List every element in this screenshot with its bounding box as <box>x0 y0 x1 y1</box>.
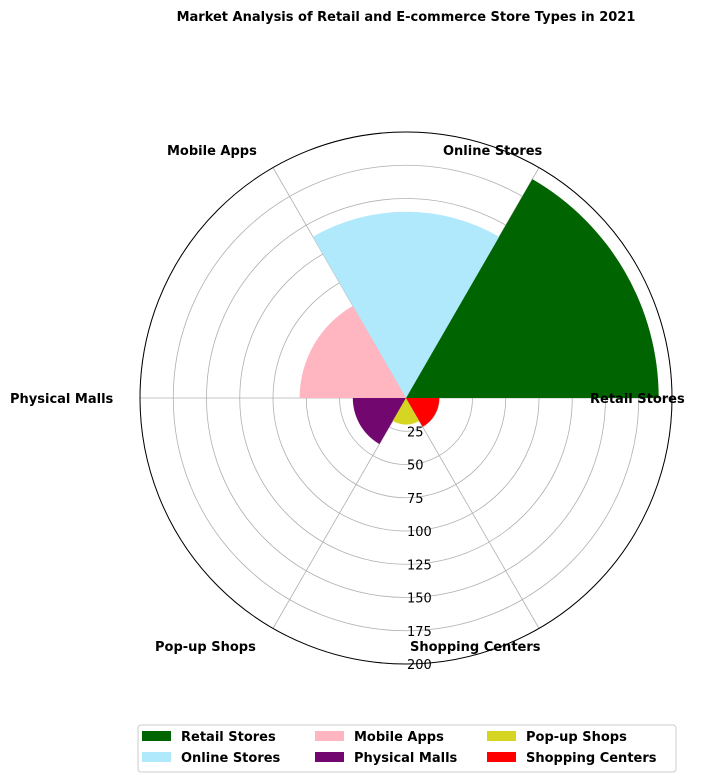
category-label-online-stores: Online Stores <box>443 144 543 159</box>
chart-title: Market Analysis of Retail and E-commerce… <box>177 10 636 25</box>
bar-retail-stores <box>406 179 659 398</box>
radial-tick-labels: 25 50 75 100 125 150 175 200 <box>407 425 432 673</box>
legend-swatch <box>315 731 344 741</box>
legend-swatch <box>142 752 171 762</box>
radial-tick-label: 100 <box>407 525 432 540</box>
category-label-retail-stores: Retail Stores <box>590 392 685 407</box>
legend-swatch <box>315 752 344 762</box>
legend: Retail Stores Online Stores Mobile Apps Phy… <box>137 724 677 773</box>
category-label-pop-up-shops: Pop-up Shops <box>155 640 256 655</box>
legend-swatch <box>487 752 516 762</box>
bar-pop-up-shops <box>392 398 420 425</box>
radial-tick-label: 125 <box>407 558 432 573</box>
grid-spoke <box>405 397 540 629</box>
radial-tick-label: 25 <box>407 425 424 440</box>
legend-label: Mobile Apps <box>354 730 444 745</box>
bar-physical-malls <box>352 398 406 445</box>
grid-spoke <box>272 397 407 629</box>
radial-tick-label: 150 <box>407 592 432 607</box>
category-label-physical-malls: Physical Malls <box>10 392 114 407</box>
legend-label: Shopping Centers <box>526 751 657 766</box>
legend-label: Pop-up Shops <box>526 730 627 745</box>
bars-group <box>299 179 659 445</box>
bar-shopping-centers <box>406 398 440 427</box>
bar-mobile-apps <box>299 305 406 398</box>
legend-label: Retail Stores <box>181 730 276 745</box>
bar-online-stores <box>312 211 500 398</box>
legend-swatch <box>487 731 516 741</box>
radial-tick-label: 50 <box>407 459 424 474</box>
polar-outer-frame <box>139 131 673 665</box>
legend-label: Physical Malls <box>354 751 458 766</box>
legend-label: Online Stores <box>181 751 281 766</box>
legend-frame <box>137 724 677 773</box>
radial-tick-label: 75 <box>407 492 424 507</box>
radial-tick-label: 175 <box>407 625 432 640</box>
radial-tick-label: 200 <box>407 658 432 673</box>
legend-swatch <box>142 731 171 741</box>
category-label-shopping-centers: Shopping Centers <box>410 640 541 655</box>
category-labels: Retail Stores Online Stores Mobile Apps Phy… <box>10 144 685 655</box>
category-label-mobile-apps: Mobile Apps <box>167 144 257 159</box>
